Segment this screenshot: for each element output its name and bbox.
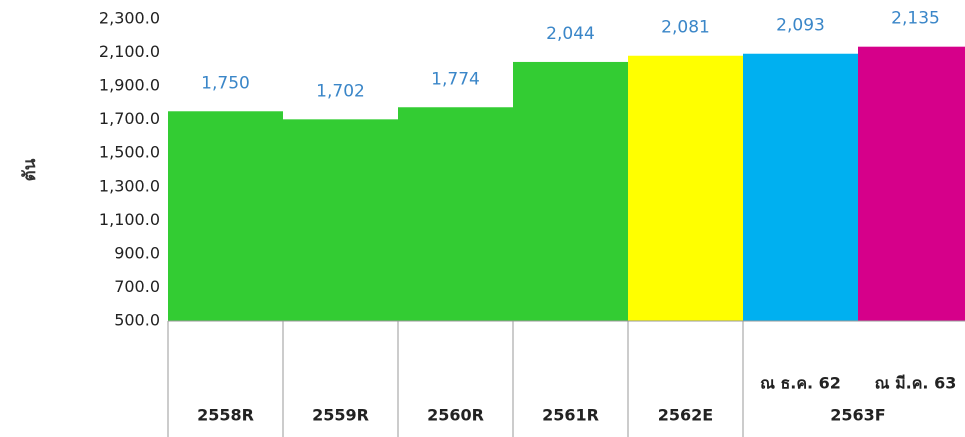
y-tick-label: 2,100.0 (99, 42, 160, 61)
sub-label: ณ มี.ค. 63 (875, 374, 957, 393)
y-tick-label: 1,700.0 (99, 109, 160, 128)
bar (743, 53, 858, 321)
x-tick-label: 2559R (312, 406, 369, 425)
y-tick-label: 1,100.0 (99, 210, 160, 229)
y-tick-label: 900.0 (114, 243, 160, 262)
x-tick-label: 2563F (830, 406, 885, 425)
bar (168, 111, 283, 322)
value-label: 2,044 (546, 24, 595, 44)
bar (283, 119, 398, 321)
value-label: 1,750 (201, 73, 250, 93)
x-tick-label: 2560R (427, 406, 484, 425)
value-label: 1,774 (431, 69, 480, 89)
y-tick-label: 500.0 (114, 311, 160, 330)
y-tick-label: 2,300.0 (99, 9, 160, 28)
y-tick-label: 1,300.0 (99, 176, 160, 195)
y-axis-label: ตัน (20, 158, 40, 181)
x-tick-label: 2558R (197, 406, 254, 425)
bar (398, 107, 513, 321)
value-label: 2,081 (661, 18, 710, 38)
bar (513, 61, 628, 321)
y-tick-label: 1,900.0 (99, 76, 160, 95)
bar (628, 55, 743, 321)
x-tick-label: 2562E (658, 406, 713, 425)
x-tick-label: 2561R (542, 406, 599, 425)
value-label: 1,702 (316, 81, 365, 101)
value-label: 2,135 (891, 9, 940, 29)
bar (858, 46, 965, 321)
value-label: 2,093 (776, 16, 825, 36)
y-tick-label: 1,500.0 (99, 143, 160, 162)
y-tick-label: 700.0 (114, 277, 160, 296)
sub-label: ณ ธ.ค. 62 (760, 374, 841, 393)
